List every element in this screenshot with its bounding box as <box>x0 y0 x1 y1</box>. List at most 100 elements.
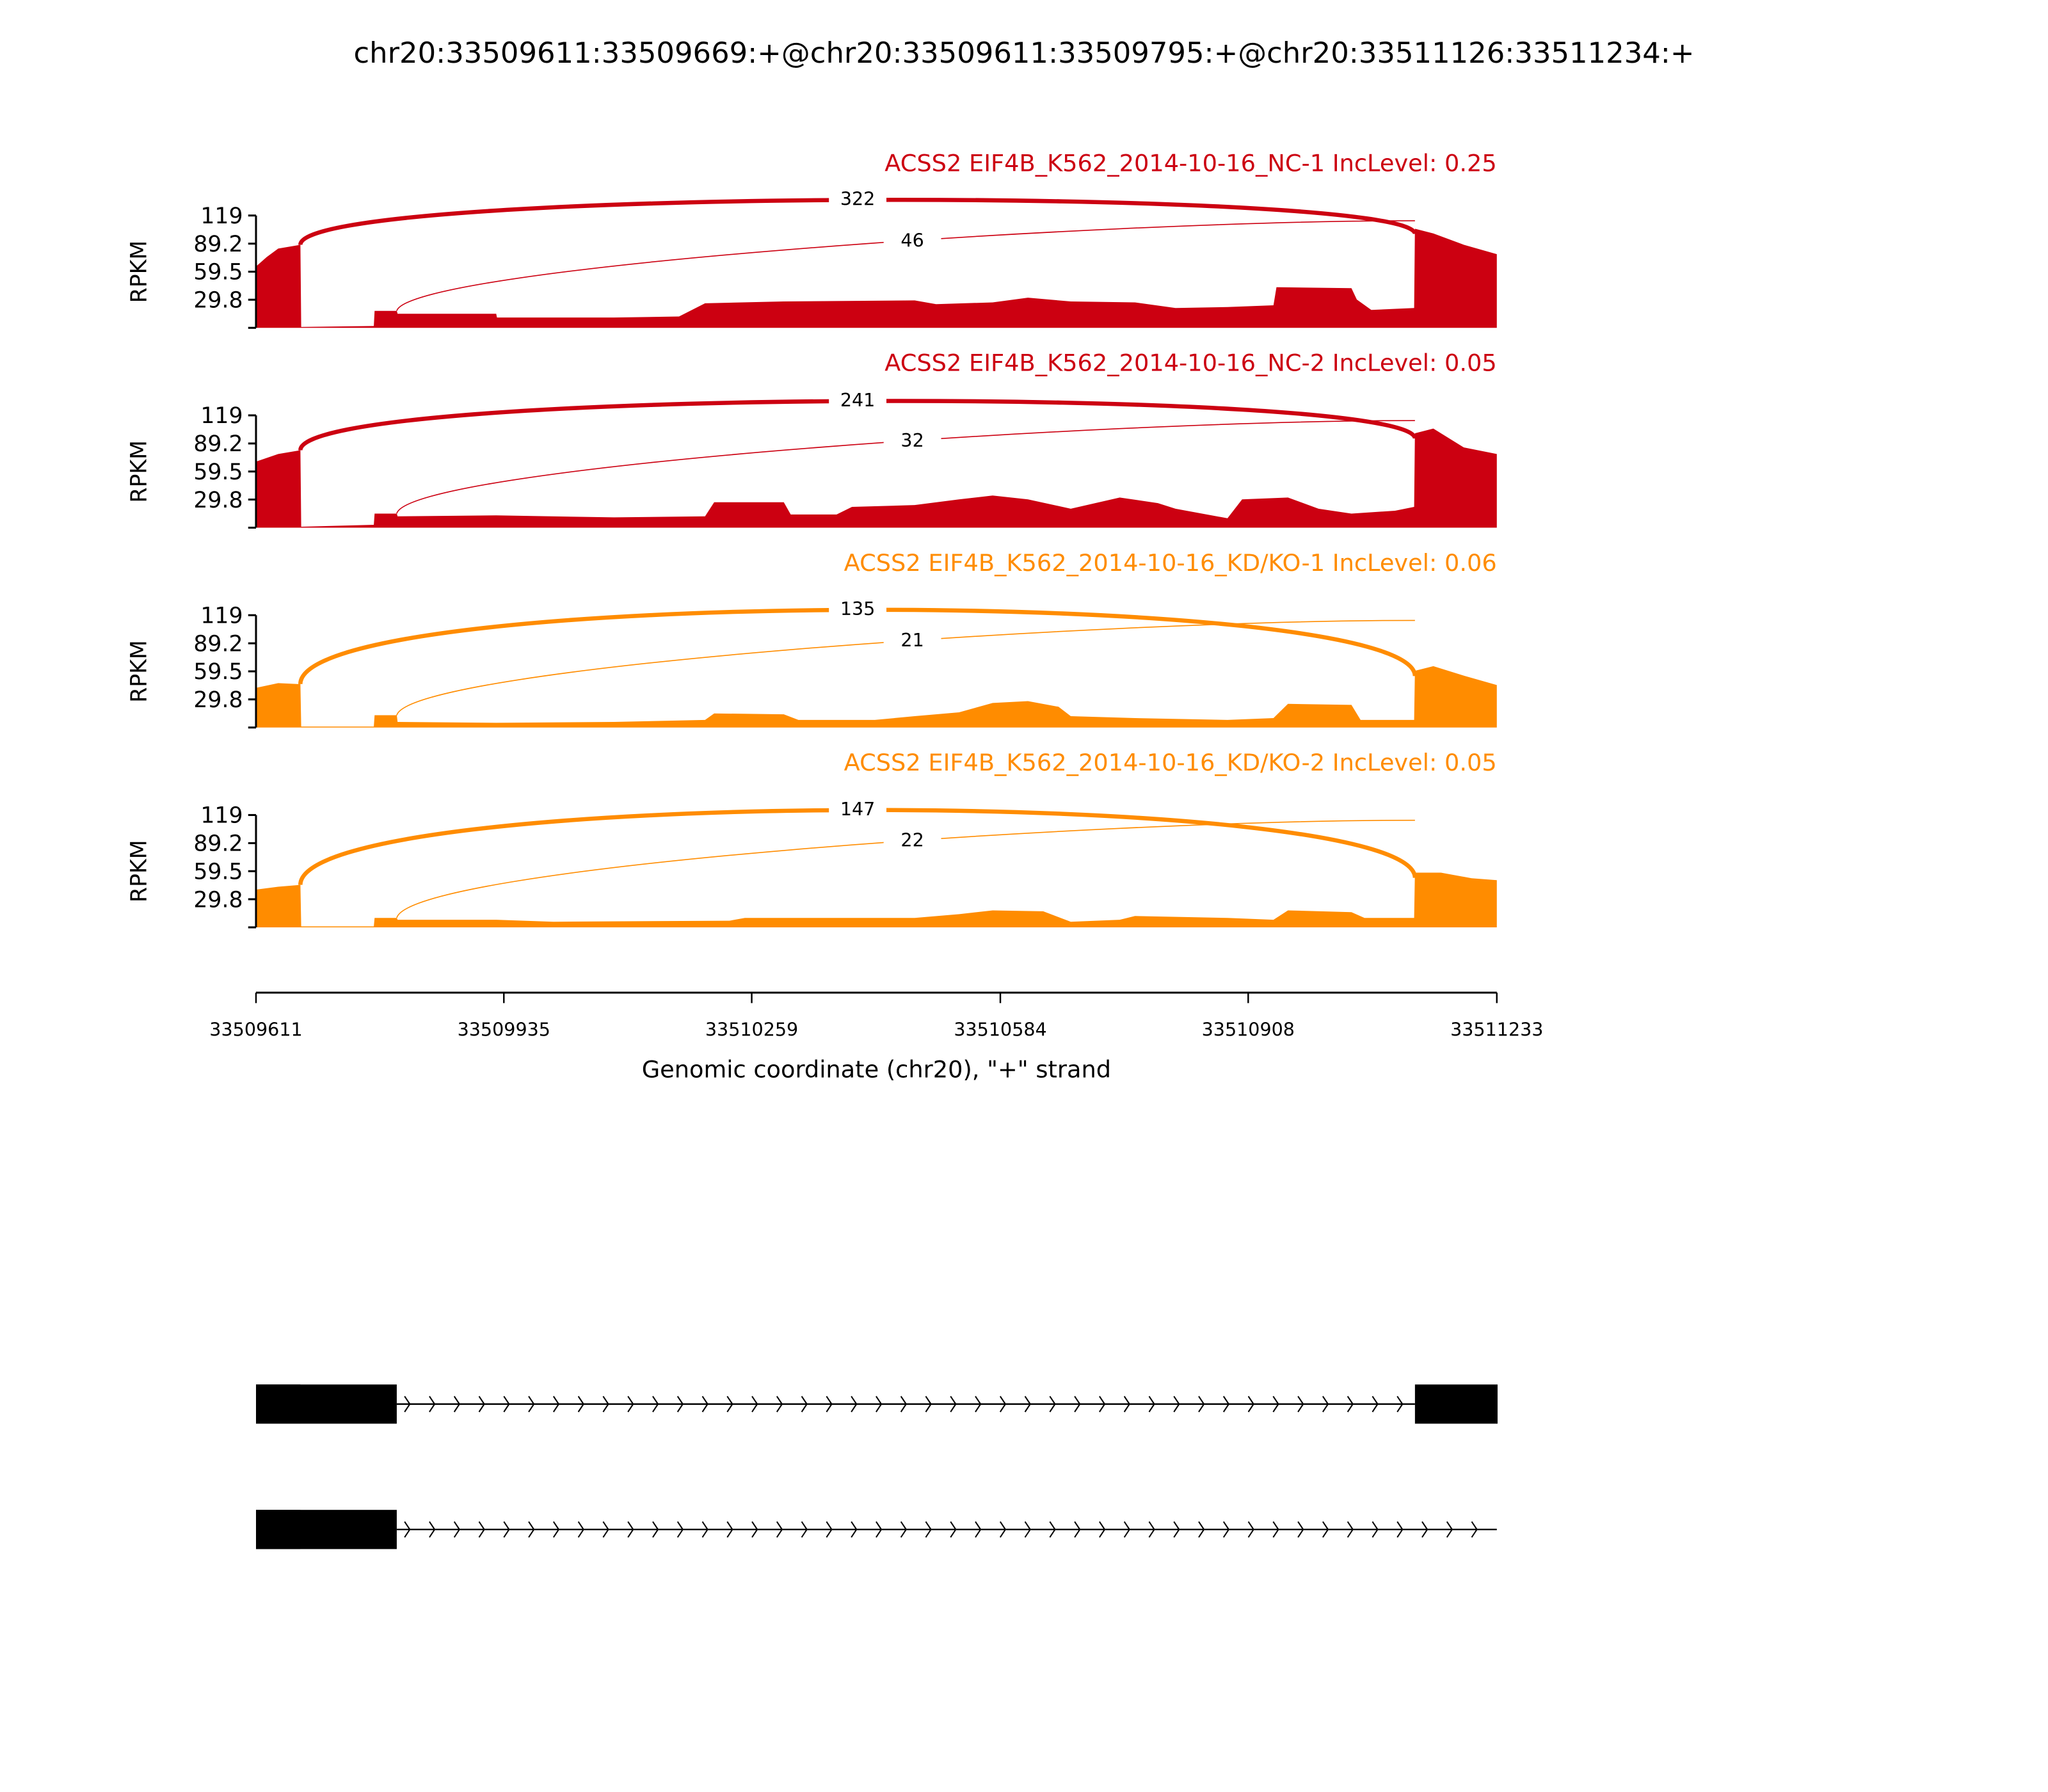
strand-chevron-icon <box>528 1396 535 1412</box>
strand-chevron-icon <box>602 1396 609 1412</box>
strand-chevron-icon <box>925 1521 932 1538</box>
strand-chevron-icon <box>1074 1521 1081 1538</box>
strand-chevron-icon <box>876 1396 883 1412</box>
y-axis-label: RPKM <box>127 241 152 303</box>
coverage-area <box>256 872 1497 927</box>
sample-label: ACSS2 EIF4B_K562_2014-10-16_NC-1 IncLeve… <box>884 149 1497 177</box>
strand-chevron-icon <box>404 1396 411 1412</box>
junction-label-bg <box>883 828 941 849</box>
junction-count-label: 46 <box>900 230 924 252</box>
strand-chevron-icon <box>1446 1521 1453 1538</box>
strand-chevron-icon <box>701 1521 708 1538</box>
y-tick-label: 119 <box>200 603 243 628</box>
strand-chevron-icon <box>801 1521 808 1538</box>
exon-block <box>256 1384 397 1424</box>
y-tick-label: 119 <box>200 204 243 229</box>
y-tick-label: 119 <box>200 403 243 429</box>
strand-chevron-icon <box>925 1396 932 1412</box>
strand-chevron-icon <box>1222 1521 1230 1538</box>
strand-chevron-icon <box>876 1521 883 1538</box>
strand-chevron-icon <box>1148 1521 1155 1538</box>
transcript-model <box>256 1510 1497 1549</box>
junction-label-bg <box>883 628 941 650</box>
strand-chevron-icon <box>1297 1396 1304 1412</box>
y-tick-label: 29.8 <box>193 887 243 913</box>
strand-chevron-icon <box>1173 1396 1180 1412</box>
strand-chevron-icon <box>1272 1521 1279 1538</box>
y-axis-label: RPKM <box>127 840 152 902</box>
junction-label-bg <box>829 797 887 818</box>
strand-chevron-icon <box>552 1396 560 1412</box>
strand-chevron-icon <box>652 1521 659 1538</box>
y-axis-label: RPKM <box>127 640 152 703</box>
strand-chevron-icon <box>1173 1521 1180 1538</box>
junction-count-label: 22 <box>900 829 924 851</box>
y-axis-label: RPKM <box>127 440 152 503</box>
y-tick-label: 89.2 <box>193 431 243 457</box>
strand-chevron-icon <box>900 1521 908 1538</box>
y-tick-label: 89.2 <box>193 831 243 857</box>
strand-chevron-icon <box>776 1396 783 1412</box>
exon-block <box>1414 1384 1498 1424</box>
strand-chevron-icon <box>1247 1521 1254 1538</box>
coverage-area <box>256 428 1497 528</box>
strand-chevron-icon <box>1347 1521 1354 1538</box>
strand-chevron-icon <box>552 1521 560 1538</box>
strand-chevron-icon <box>453 1521 461 1538</box>
strand-chevron-icon <box>1372 1521 1379 1538</box>
junction-arc <box>298 607 1418 685</box>
strand-chevron-icon <box>950 1521 957 1538</box>
coverage-area <box>256 228 1497 328</box>
strand-chevron-icon <box>726 1521 733 1538</box>
sample-label: ACSS2 EIF4B_K562_2014-10-16_KD/KO-1 IncL… <box>844 549 1497 577</box>
strand-chevron-icon <box>1297 1521 1304 1538</box>
strand-chevron-icon <box>676 1396 684 1412</box>
transcript-model <box>256 1384 1498 1424</box>
junction-count-label: 322 <box>840 188 876 210</box>
strand-chevron-icon <box>975 1396 982 1412</box>
strand-chevron-icon <box>826 1521 833 1538</box>
strand-chevron-icon <box>1024 1521 1031 1538</box>
junction-count-label: 241 <box>840 389 876 411</box>
strand-chevron-icon <box>1396 1521 1404 1538</box>
strand-chevron-icon <box>1322 1396 1329 1412</box>
junction-arc <box>396 420 1415 514</box>
junction-arc <box>396 620 1415 716</box>
strand-chevron-icon <box>1099 1396 1106 1412</box>
x-tick-label: 33511233 <box>1450 1018 1543 1040</box>
x-tick-label: 33510908 <box>1202 1018 1295 1040</box>
strand-chevron-icon <box>528 1521 535 1538</box>
strand-chevron-icon <box>999 1521 1007 1538</box>
exon-block <box>256 1510 397 1549</box>
strand-chevron-icon <box>577 1396 584 1412</box>
gene-models <box>256 1384 1498 1549</box>
junction-count-label: 147 <box>840 798 876 820</box>
junction-count-label: 32 <box>900 429 924 451</box>
strand-chevron-icon <box>1247 1396 1254 1412</box>
strand-chevron-icon <box>950 1396 957 1412</box>
y-tick-label: 59.5 <box>193 659 243 685</box>
x-axis-label: Genomic coordinate (chr20), "+" strand <box>642 1056 1111 1084</box>
strand-chevron-icon <box>701 1396 708 1412</box>
x-tick-label: 33510584 <box>954 1018 1046 1040</box>
strand-chevron-icon <box>652 1396 659 1412</box>
strand-chevron-icon <box>627 1521 634 1538</box>
strand-chevron-icon <box>453 1396 461 1412</box>
strand-chevron-icon <box>627 1396 634 1412</box>
strand-chevron-icon <box>429 1521 436 1538</box>
strand-chevron-icon <box>1347 1396 1354 1412</box>
sample-label: ACSS2 EIF4B_K562_2014-10-16_NC-2 IncLeve… <box>884 349 1497 377</box>
strand-chevron-icon <box>801 1396 808 1412</box>
strand-chevron-icon <box>1421 1521 1428 1538</box>
strand-chevron-icon <box>478 1521 485 1538</box>
strand-chevron-icon <box>826 1396 833 1412</box>
strand-chevron-icon <box>1148 1396 1155 1412</box>
strand-chevron-icon <box>1024 1396 1031 1412</box>
strand-chevron-icon <box>975 1521 982 1538</box>
junction-label-bg <box>829 388 887 409</box>
strand-chevron-icon <box>751 1521 758 1538</box>
